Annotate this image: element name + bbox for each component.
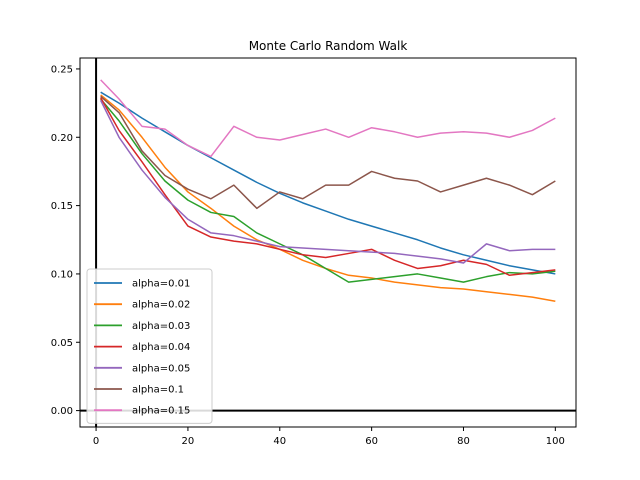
series-layer <box>99 79 556 303</box>
plot-frame <box>79 57 577 428</box>
series-line-4 <box>99 100 556 264</box>
x-tick-label: 40 <box>273 436 286 447</box>
series-line-2 <box>100 98 556 283</box>
legend-label: alpha=0.05 <box>132 363 190 374</box>
legend-label: alpha=0.03 <box>132 321 190 332</box>
y-tick-label: 0.25 <box>51 64 73 75</box>
legend-label: alpha=0.02 <box>132 300 190 311</box>
legend: alpha=0.01 alpha=0.02 alpha=0.03 alpha=0.04… <box>86 268 213 424</box>
y-tick-label: 0.00 <box>51 406 73 417</box>
chart-title: Monte Carlo Random Walk <box>249 39 408 53</box>
legend-label: alpha=0.04 <box>132 342 190 353</box>
legend-label: alpha=0.1 <box>132 385 184 396</box>
x-tick-label: 20 <box>182 436 195 447</box>
x-tick-label: 0 <box>93 436 99 447</box>
x-tick-label: 100 <box>546 436 565 447</box>
y-tick-label: 0.10 <box>51 269 73 280</box>
y-tick-label: 0.05 <box>51 338 73 349</box>
legend-label: alpha=0.15 <box>132 406 190 417</box>
series-line-6 <box>100 79 556 158</box>
y-axis: 0.00 0.05 0.10 0.15 0.20 0.25 <box>51 64 80 417</box>
legend-label: alpha=0.01 <box>132 279 190 290</box>
x-tick-label: 80 <box>457 436 470 447</box>
x-axis: 0 20 40 60 80 100 <box>93 427 565 447</box>
series-line-5 <box>100 95 556 210</box>
y-tick-label: 0.15 <box>51 201 73 212</box>
x-tick-label: 60 <box>365 436 378 447</box>
series-line-0 <box>100 91 556 275</box>
legend-box <box>86 268 213 424</box>
y-tick-label: 0.20 <box>51 133 73 144</box>
